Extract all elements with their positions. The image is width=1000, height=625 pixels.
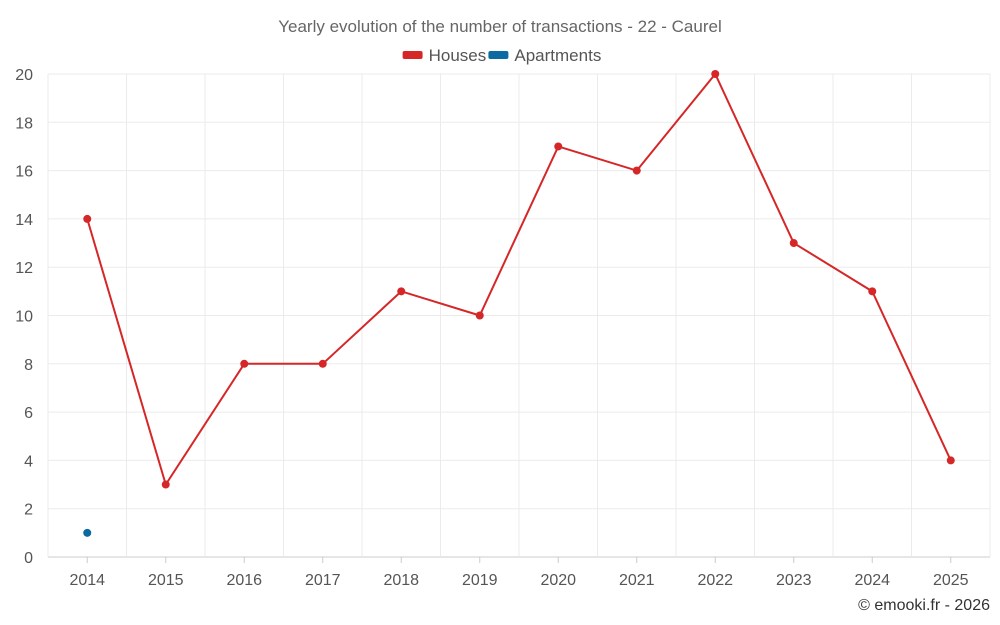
series-houses <box>83 70 955 489</box>
data-point-houses[interactable] <box>789 239 798 248</box>
data-point-houses[interactable] <box>946 456 955 465</box>
data-point-apartments[interactable] <box>83 528 92 537</box>
y-tick-label: 8 <box>24 357 33 374</box>
data-point-houses[interactable] <box>83 214 92 223</box>
x-tick-label: 2017 <box>305 572 341 589</box>
data-point-houses[interactable] <box>868 287 877 296</box>
series-layer <box>83 70 955 537</box>
legend-swatch <box>488 51 509 59</box>
x-tick-label: 2022 <box>697 572 733 589</box>
y-tick-label: 12 <box>15 260 33 277</box>
y-tick-label: 14 <box>15 212 33 229</box>
data-point-houses[interactable] <box>711 70 720 78</box>
x-tick-label: 2024 <box>854 572 890 589</box>
x-tick-label: 2019 <box>462 572 498 589</box>
y-tick-label: 6 <box>24 405 33 422</box>
legend-label: Apartments <box>514 46 601 65</box>
x-tick-label: 2015 <box>148 572 184 589</box>
x-tick-label: 2021 <box>619 572 655 589</box>
legend: Houses Apartments <box>402 46 601 65</box>
data-point-houses[interactable] <box>632 166 641 175</box>
y-tick-label: 20 <box>15 67 33 84</box>
credit: © emooki.fr - 2026 <box>858 597 990 614</box>
legend-item-houses[interactable]: Houses <box>402 46 487 65</box>
x-tick-label: 2025 <box>933 572 969 589</box>
data-point-houses[interactable] <box>397 287 406 296</box>
x-tick-label: 2016 <box>226 572 262 589</box>
x-tick-label: 2023 <box>776 572 812 589</box>
y-tick-label: 18 <box>15 115 33 132</box>
chart-title: Yearly evolution of the number of transa… <box>278 17 722 36</box>
legend-item-apartments[interactable]: Apartments <box>488 46 601 65</box>
y-tick-label: 10 <box>15 309 33 326</box>
x-axis: 2014 2015 2016 2017 2018 2019 2020 2021 2022 2023… <box>69 557 969 589</box>
x-tick-label: 2020 <box>540 572 576 589</box>
data-point-houses[interactable] <box>318 359 327 368</box>
y-tick-label: 0 <box>24 550 33 567</box>
y-tick-label: 16 <box>15 164 33 181</box>
x-tick-label: 2018 <box>383 572 419 589</box>
y-tick-label: 2 <box>24 502 33 519</box>
legend-label: Houses <box>429 46 487 65</box>
series-line-houses <box>86 72 952 487</box>
data-point-houses[interactable] <box>475 311 484 320</box>
legend-swatch <box>402 51 423 59</box>
series-apartments <box>83 528 92 537</box>
x-tick-label: 2014 <box>69 572 105 589</box>
data-point-houses[interactable] <box>554 142 563 151</box>
data-point-houses[interactable] <box>240 359 249 368</box>
grid <box>47 73 991 558</box>
data-point-houses[interactable] <box>161 480 170 489</box>
y-axis: 0 2 4 6 8 10 12 14 16 18 20 <box>15 67 33 567</box>
y-tick-label: 4 <box>24 453 33 470</box>
